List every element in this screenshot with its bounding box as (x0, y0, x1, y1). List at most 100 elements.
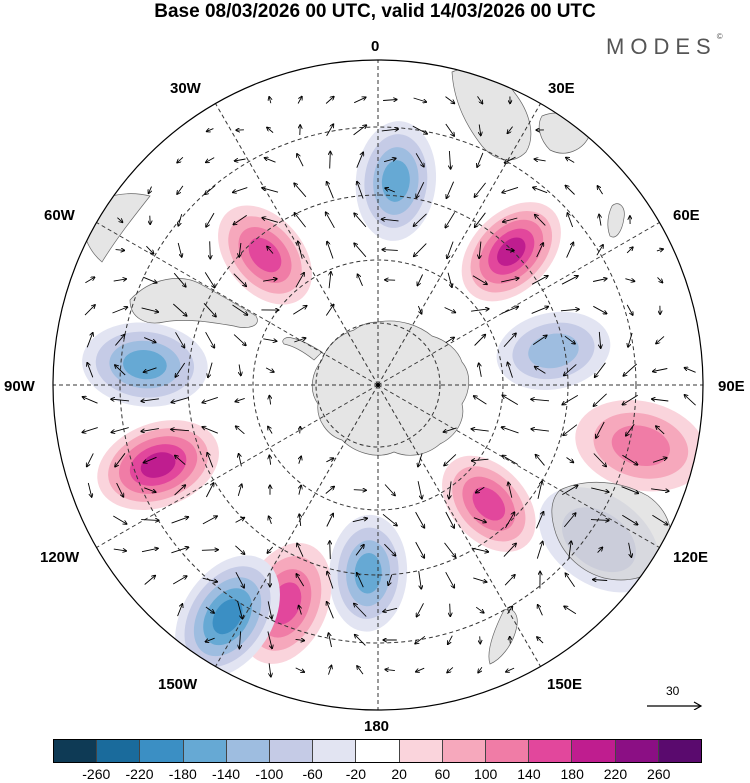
wind-vector (446, 181, 455, 199)
wind-vector (508, 362, 513, 378)
wind-vector (262, 218, 279, 223)
wind-vector (593, 580, 608, 581)
wind-vector (474, 396, 487, 405)
wind-vector (622, 514, 637, 524)
wind-vector (299, 456, 301, 464)
wind-vector (235, 545, 244, 554)
wind-vector (656, 426, 665, 435)
lon-label-30w: 30W (170, 80, 201, 97)
wind-vector (536, 455, 545, 466)
wind-vector (113, 279, 127, 281)
wind-vector (235, 571, 244, 588)
wind-vector (358, 274, 363, 286)
wind-vector (626, 423, 635, 436)
wind-vector (265, 158, 276, 163)
wind-vector (233, 215, 247, 224)
wind-vector (236, 426, 245, 435)
wind-vector (476, 486, 485, 492)
wind-vector (326, 458, 333, 463)
wind-vector (177, 604, 183, 617)
meridian-line (377, 384, 660, 548)
anomaly-contour (212, 599, 243, 635)
wind-vector (355, 545, 364, 556)
wind-vector (235, 518, 245, 523)
wind-vector (207, 453, 214, 468)
positive-anomaly-center (97, 420, 219, 510)
lon-label-150e: 150E (547, 676, 583, 693)
anomaly-contour (123, 349, 167, 380)
brand-name: MODES (606, 34, 717, 59)
wind-vector (534, 159, 546, 161)
wind-vector (412, 125, 427, 134)
wind-vector (202, 516, 217, 525)
wind-vector (297, 543, 304, 557)
wind-vector (352, 518, 367, 523)
colorbar-segment (313, 740, 357, 762)
wind-vector (206, 212, 215, 227)
wind-vector (652, 399, 669, 401)
wind-vector (175, 332, 185, 347)
wind-vector (239, 242, 241, 257)
wind-vector (87, 482, 91, 497)
wind-vector (535, 215, 546, 226)
wind-vector (205, 606, 214, 613)
wind-vector (299, 514, 300, 526)
wind-vector (141, 520, 159, 521)
wind-vector (475, 212, 486, 227)
wind-vector (263, 339, 276, 341)
wind-vector (115, 250, 125, 251)
wind-vector (565, 573, 575, 588)
lon-label-150w: 150W (158, 676, 198, 693)
wind-vector (593, 279, 607, 282)
negative-anomaly-center (355, 121, 437, 241)
wind-vector (566, 457, 574, 463)
wind-vector (599, 214, 601, 226)
wind-vector (568, 541, 571, 559)
wind-vector (651, 488, 669, 491)
wind-vector (354, 604, 367, 617)
wind-vector (269, 396, 270, 405)
wind-vector (444, 454, 457, 465)
wind-vector (239, 364, 241, 376)
colorbar-tick-label: -60 (302, 766, 323, 782)
wind-vector (144, 367, 157, 372)
wind-vector (593, 393, 607, 406)
wind-vector (564, 606, 577, 615)
wind-vector (505, 512, 515, 529)
wind-vector (474, 182, 486, 197)
wind-vector (330, 541, 331, 560)
wind-vector (533, 187, 548, 194)
wind-vector (233, 273, 246, 287)
wind-vector (202, 396, 218, 402)
wind-vector (382, 513, 397, 525)
wind-vector (684, 368, 696, 373)
wind-vector (450, 603, 451, 617)
wind-vector (174, 485, 186, 496)
wind-vector (329, 272, 331, 289)
anomaly-contour (472, 487, 506, 521)
modes-logo: MODES© (606, 32, 723, 60)
wind-vector (357, 182, 364, 199)
colorbar (53, 739, 702, 763)
wind-vector (471, 429, 489, 431)
wind-vector (175, 455, 186, 465)
wind-vector (171, 397, 189, 403)
wind-vector (445, 337, 454, 343)
colorbar-segment (572, 740, 616, 762)
wind-vector (503, 333, 516, 348)
wind-vector (357, 573, 364, 588)
wind-vector (501, 278, 519, 283)
wind-vector (502, 186, 519, 192)
wind-vector (269, 516, 272, 524)
map-title: Base 08/03/2026 00 UTC, valid 14/03/2026… (154, 1, 596, 22)
wind-vector (177, 156, 184, 162)
lon-label-180: 180 (364, 718, 390, 735)
wind-vector (597, 186, 603, 195)
wind-vector (355, 635, 366, 646)
colorbar-tick-label: -100 (255, 766, 284, 782)
wind-vector (232, 304, 248, 315)
wind-vector (382, 219, 399, 221)
wind-vector (353, 125, 367, 136)
wind-vector (146, 245, 153, 254)
wind-vector (657, 277, 663, 282)
